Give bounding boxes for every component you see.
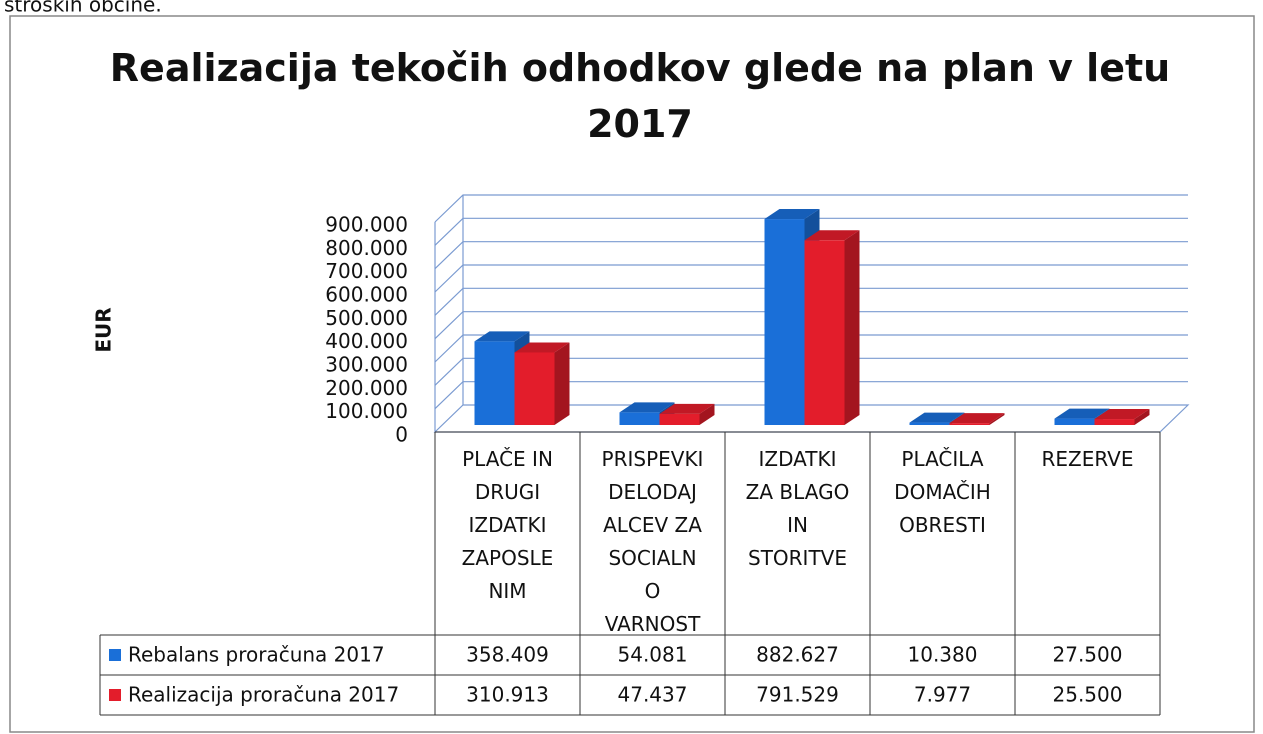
- y-tick-label: 200.000: [325, 376, 408, 400]
- bar-side: [699, 403, 715, 425]
- chart-frame: [9, 15, 1255, 733]
- bar-side: [989, 413, 1005, 425]
- bar-front: [949, 423, 990, 425]
- table-value: 54.081: [618, 643, 688, 667]
- y-tick-label: 300.000: [325, 353, 408, 377]
- bar-front: [619, 412, 660, 425]
- y-tick-label: 700.000: [325, 259, 408, 283]
- bar: [514, 342, 570, 425]
- table-value: 358.409: [466, 643, 549, 667]
- table-value: 7.977: [914, 683, 971, 707]
- bar-side: [1134, 409, 1150, 425]
- bar: [949, 413, 1005, 425]
- legend-swatch: [109, 689, 121, 701]
- bar-front: [804, 240, 845, 425]
- table-value: 310.913: [466, 683, 549, 707]
- chart-title: Realizacija tekočih odhodkov glede na pl…: [110, 46, 1170, 146]
- category-label: IZDATKI ZA BLAGO IN STORITVE: [746, 447, 850, 570]
- y-tick-label: 400.000: [325, 329, 408, 353]
- bar-top: [659, 403, 715, 414]
- table-value: 882.627: [756, 643, 839, 667]
- bar: [1094, 409, 1150, 425]
- category-label: PLAČE IN DRUGI IZDATKI ZAPOSLE NIM: [462, 447, 554, 603]
- y-tick-label: 800.000: [325, 236, 408, 260]
- y-tick-label: 500.000: [325, 306, 408, 330]
- y-axis-label: EUR: [92, 307, 116, 352]
- bar-front: [1094, 419, 1135, 425]
- legend-label: Realizacija proračuna 2017: [128, 683, 399, 707]
- bar-top: [619, 402, 675, 413]
- legend-label: Rebalans proračuna 2017: [128, 643, 385, 667]
- bar-front: [474, 341, 515, 425]
- bar-top: [514, 342, 570, 353]
- page-text: stroških občine.: [4, 0, 162, 17]
- bar-side: [554, 342, 570, 425]
- bar-front: [514, 352, 555, 425]
- table-value: 25.500: [1053, 683, 1123, 707]
- bar-top: [1094, 409, 1150, 420]
- bar: [659, 403, 715, 425]
- bar-top: [949, 413, 1005, 424]
- category-label: REZERVE: [1042, 447, 1134, 471]
- y-tick-label: 100.000: [325, 399, 408, 423]
- legend-swatch: [109, 649, 121, 661]
- category-label: PRISPEVKI DELODAJ ALCEV ZA SOCIALN O VARNOST: [602, 447, 704, 636]
- bar-top: [764, 209, 820, 220]
- category-label: PLAČILA DOMAČIH OBRESTI: [894, 447, 991, 537]
- bar-top: [804, 230, 860, 241]
- y-tick-label: 900.000: [325, 213, 408, 237]
- bar-front: [909, 422, 950, 425]
- bar-front: [659, 413, 700, 425]
- bar-side: [844, 230, 860, 425]
- table-value: 27.500: [1053, 643, 1123, 667]
- table-value: 10.380: [908, 643, 978, 667]
- bar-top: [474, 331, 530, 342]
- bar-front: [1054, 418, 1095, 425]
- table-value: 47.437: [618, 683, 688, 707]
- bar-top: [1054, 408, 1110, 419]
- bar-top: [909, 412, 965, 423]
- y-tick-label: 0: [395, 423, 408, 447]
- bar: [804, 230, 860, 425]
- table-value: 791.529: [756, 683, 839, 707]
- y-tick-label: 600.000: [325, 283, 408, 307]
- bar-front: [764, 219, 805, 425]
